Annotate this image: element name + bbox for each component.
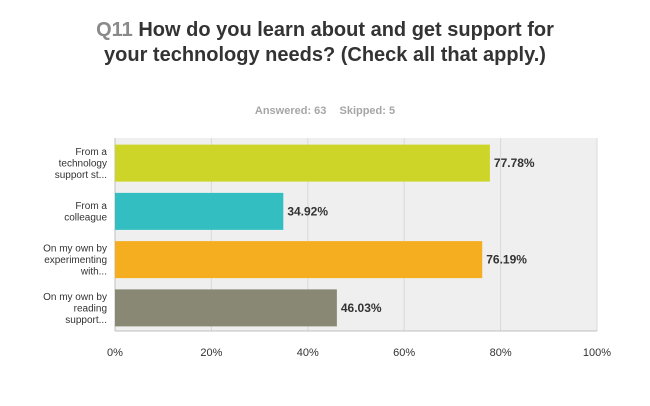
category-label: with... <box>80 267 107 278</box>
category-label: reading <box>74 303 107 314</box>
category-label: From a <box>75 147 107 158</box>
x-tick-label: 60% <box>393 347 415 359</box>
category-label: experimenting <box>44 255 107 266</box>
category-label: technology <box>59 159 107 170</box>
category-label: From a <box>75 201 107 212</box>
category-label: support... <box>65 315 107 326</box>
category-label: On my own by <box>43 292 107 303</box>
answered-count: Answered: 63 <box>254 105 327 117</box>
bar <box>115 144 490 182</box>
x-tick-label: 80% <box>490 347 512 359</box>
bar <box>115 241 483 279</box>
category-label: colleague <box>64 213 107 224</box>
question-number: Q11 <box>96 19 133 41</box>
skipped-count: Skipped: 5 <box>339 105 396 117</box>
x-tick-label: 40% <box>297 347 319 359</box>
data-label: 76.19% <box>486 253 527 267</box>
data-label: 77.78% <box>494 156 535 170</box>
bar <box>115 192 284 230</box>
category-label: support st... <box>55 170 107 181</box>
data-label: 34.92% <box>287 204 328 218</box>
x-tick-label: 0% <box>107 347 123 359</box>
chart-title: Q11 How do you learn about and get suppo… <box>75 18 575 68</box>
x-tick-label: 100% <box>583 347 611 359</box>
x-tick-label: 20% <box>200 347 222 359</box>
data-label: 46.03% <box>341 301 382 315</box>
bar <box>115 289 337 327</box>
question-text: How do you learn about and get support f… <box>104 19 554 66</box>
response-summary: Answered: 63 Skipped: 5 <box>0 105 650 117</box>
category-label: On my own by <box>43 244 107 255</box>
